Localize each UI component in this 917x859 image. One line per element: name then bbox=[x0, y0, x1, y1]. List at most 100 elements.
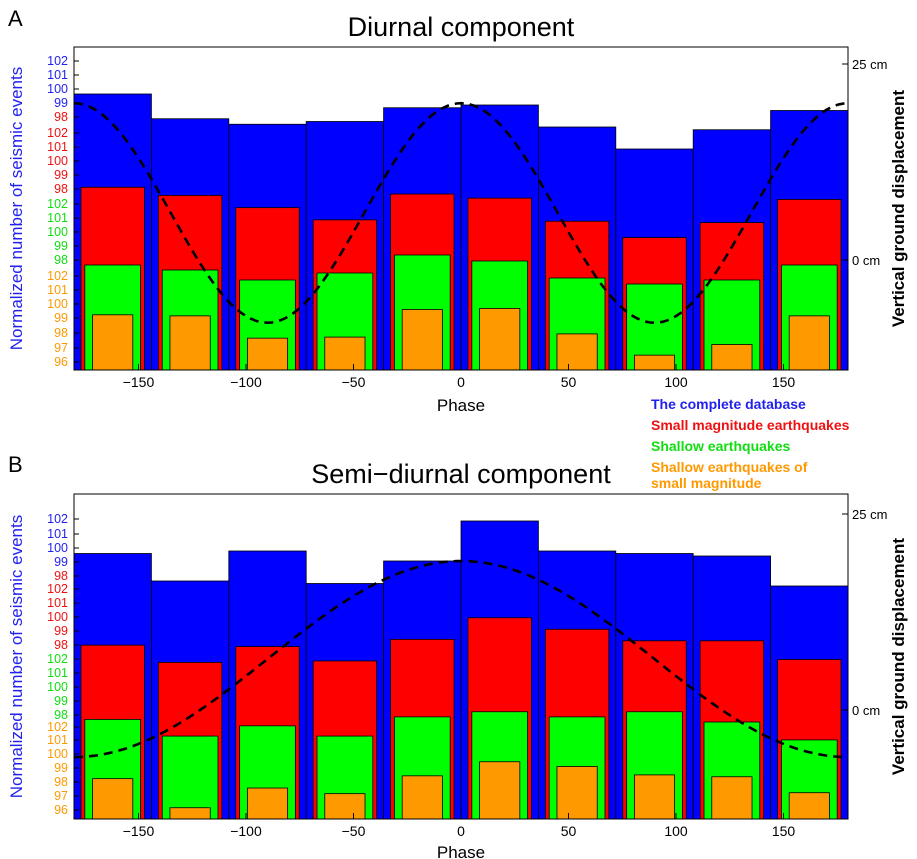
y-tick-label-complete: 99 bbox=[54, 96, 68, 110]
bar-shallow-small bbox=[711, 344, 753, 371]
x-tick-label: 150 bbox=[772, 823, 796, 839]
bar-shallow-small bbox=[169, 315, 211, 371]
chart-title: Diurnal component bbox=[348, 12, 575, 42]
bar-shallow-small bbox=[401, 309, 443, 371]
bar-shallow-small bbox=[711, 776, 753, 820]
x-tick-label: 150 bbox=[772, 374, 796, 390]
y-tick-label-shallow-small: 102 bbox=[47, 720, 68, 734]
bar-shallow-small bbox=[92, 314, 134, 371]
bar-shallow-small bbox=[633, 354, 676, 371]
y-axis-label: Normalized number of seismic events bbox=[7, 515, 26, 798]
y2-axis-label: Vertical ground displacement bbox=[889, 90, 908, 327]
x-tick-label: 100 bbox=[664, 374, 688, 390]
y-tick-label-small: 102 bbox=[47, 582, 68, 596]
bar-shallow-small bbox=[633, 774, 676, 820]
x-tick-label: −50 bbox=[342, 374, 366, 390]
bars bbox=[73, 520, 849, 820]
bars bbox=[73, 93, 849, 371]
y-tick-label-shallow-small: 96 bbox=[54, 803, 68, 817]
y-tick-label-shallow-small: 97 bbox=[54, 789, 68, 803]
x-tick-label: −150 bbox=[123, 823, 155, 839]
y-tick-label-small: 100 bbox=[47, 154, 68, 168]
x-tick-label: 0 bbox=[457, 823, 465, 839]
x-tick-label: 50 bbox=[561, 374, 577, 390]
panel-a: A Diurnal component −150 −100 −50 0 50 100 150 Ph… bbox=[7, 6, 908, 415]
y-tick-label-shallow: 101 bbox=[47, 211, 68, 225]
y-tick-label-complete: 99 bbox=[54, 555, 68, 569]
y2-tick-label: 0 cm bbox=[852, 253, 880, 268]
x-tick-label: 50 bbox=[561, 823, 577, 839]
x-tick-label: −50 bbox=[342, 823, 366, 839]
bar-shallow-small bbox=[324, 793, 366, 820]
panel-letter: B bbox=[8, 452, 23, 477]
bar-shallow bbox=[161, 735, 219, 820]
x-axis-label: Phase bbox=[437, 396, 485, 415]
y-tick-label-shallow: 98 bbox=[54, 253, 68, 267]
y-tick-label-shallow-small: 102 bbox=[47, 269, 68, 283]
y-tick-label-complete: 100 bbox=[47, 82, 68, 96]
y-tick-label-shallow: 102 bbox=[47, 197, 68, 211]
y-tick-label-shallow-small: 98 bbox=[54, 326, 68, 340]
y-tick-label-shallow: 99 bbox=[54, 694, 68, 708]
y-tick-label-complete: 102 bbox=[47, 54, 68, 68]
bar-shallow-small bbox=[556, 333, 598, 371]
x-tick-label: −100 bbox=[230, 823, 262, 839]
y-tick-label-small: 98 bbox=[54, 110, 68, 124]
legend: The complete database Small magnitude ear… bbox=[651, 396, 850, 491]
x-axis-label: Phase bbox=[437, 843, 485, 859]
y2-axis-label: Vertical ground displacement bbox=[889, 538, 908, 775]
y-axis-label: Normalized number of seismic events bbox=[7, 67, 26, 350]
y-tick-label-shallow-small: 100 bbox=[47, 747, 68, 761]
displacement-curve bbox=[74, 559, 848, 759]
y-tick-label-shallow-small: 99 bbox=[54, 761, 68, 775]
panel-letter: A bbox=[8, 6, 23, 31]
legend-line: Shallow earthquakes of bbox=[651, 459, 808, 475]
bar-shallow-small bbox=[246, 787, 289, 820]
x-tick-label: −150 bbox=[123, 374, 155, 390]
y-tick-label-shallow-small: 98 bbox=[54, 775, 68, 789]
y-tick-label-shallow-small: 101 bbox=[47, 733, 68, 747]
y-tick-label-complete: 100 bbox=[47, 541, 68, 555]
bar-shallow-small bbox=[169, 807, 211, 820]
y-tick-label-shallow: 98 bbox=[54, 708, 68, 722]
legend-item: Shallow earthquakes of small magnitude bbox=[651, 459, 808, 491]
y-tick-label-shallow: 101 bbox=[47, 666, 68, 680]
y-tick-label-small: 98 bbox=[54, 182, 68, 196]
y2-tick-label: 25 cm bbox=[852, 57, 887, 72]
y2-tick-label: 0 cm bbox=[852, 703, 880, 718]
panel-b: B Semi−diurnal component −150 −100 −50 0 50 100… bbox=[7, 452, 908, 859]
legend-item: Shallow earthquakes bbox=[651, 438, 790, 454]
y-tick-label-small: 98 bbox=[54, 569, 68, 583]
bar-shallow-small bbox=[401, 775, 443, 820]
bar-shallow-small bbox=[788, 315, 830, 371]
y-tick-label-small: 102 bbox=[47, 126, 68, 140]
bar-shallow-small bbox=[324, 336, 366, 371]
y-tick-label-small: 99 bbox=[54, 168, 68, 182]
x-tick-label: 100 bbox=[664, 823, 688, 839]
y-tick-label-shallow: 100 bbox=[47, 680, 68, 694]
legend-item: Small magnitude earthquakes bbox=[651, 417, 850, 433]
y2-tick-label: 25 cm bbox=[852, 507, 887, 522]
y-tick-label-small: 101 bbox=[47, 596, 68, 610]
y-tick-label-complete: 101 bbox=[47, 68, 68, 82]
bar-shallow-small bbox=[479, 761, 521, 820]
y-tick-label-complete: 102 bbox=[47, 512, 68, 526]
y-tick-label-shallow-small: 100 bbox=[47, 297, 68, 311]
y-tick-label-shallow: 102 bbox=[47, 652, 68, 666]
y-tick-label-shallow: 99 bbox=[54, 239, 68, 253]
bar-shallow-small bbox=[246, 337, 289, 371]
displacement-curve bbox=[73, 101, 849, 325]
bar-shallow-small bbox=[479, 308, 521, 371]
x-tick-label: −100 bbox=[230, 374, 262, 390]
y-tick-label-shallow-small: 96 bbox=[54, 355, 68, 369]
y-tick-label-small: 101 bbox=[47, 140, 68, 154]
y-tick-label-small: 100 bbox=[47, 610, 68, 624]
y-tick-label-small: 99 bbox=[54, 624, 68, 638]
y-tick-label-shallow-small: 101 bbox=[47, 283, 68, 297]
bar-shallow-small bbox=[92, 778, 134, 820]
x-tick-label: 0 bbox=[457, 374, 465, 390]
y-tick-label-small: 98 bbox=[54, 638, 68, 652]
y-tick-label-shallow-small: 97 bbox=[54, 341, 68, 355]
bar-shallow-small bbox=[788, 792, 830, 820]
